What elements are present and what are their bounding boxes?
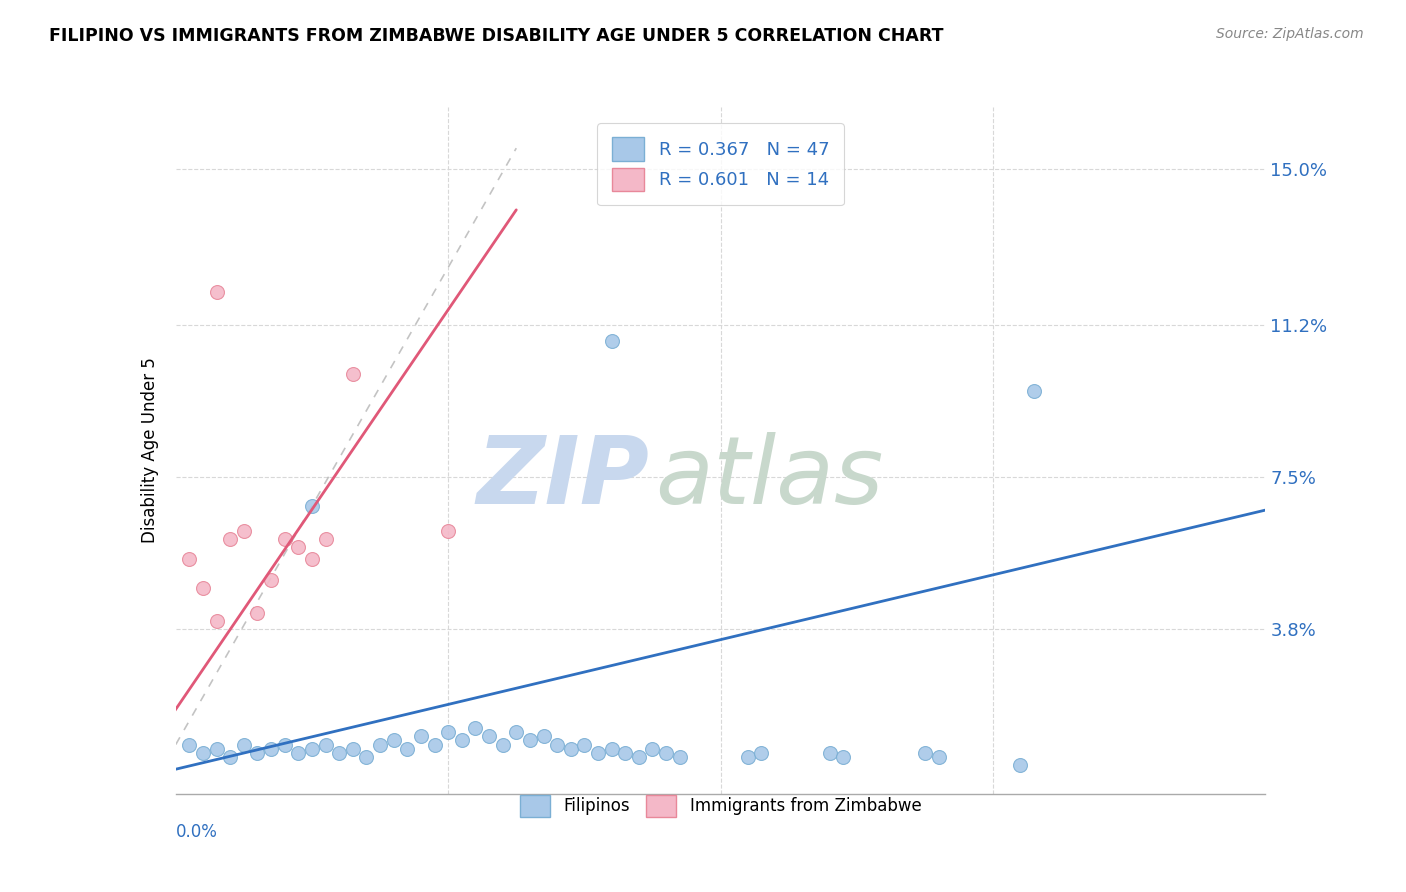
Point	[205, 614, 228, 628]
Point	[560, 741, 582, 756]
Point	[260, 741, 283, 756]
Point	[287, 540, 309, 554]
Point	[301, 499, 323, 513]
Point	[478, 729, 501, 743]
Point	[219, 750, 242, 764]
Point	[832, 750, 855, 764]
Point	[356, 750, 378, 764]
Point	[928, 750, 950, 764]
Point	[600, 334, 623, 349]
Point	[614, 746, 637, 760]
Point	[246, 606, 269, 620]
Point	[301, 552, 323, 566]
Point	[368, 738, 391, 752]
Point	[437, 524, 460, 538]
Point	[342, 368, 364, 382]
Point	[655, 746, 678, 760]
Point	[423, 738, 446, 752]
Point	[191, 746, 214, 760]
Point	[179, 738, 201, 752]
Text: ZIP: ZIP	[477, 432, 650, 524]
Text: 0.0%: 0.0%	[176, 822, 218, 841]
Point	[627, 750, 650, 764]
Point	[409, 729, 432, 743]
Point	[179, 552, 201, 566]
Point	[287, 746, 309, 760]
Point	[232, 524, 254, 538]
Y-axis label: Disability Age Under 5: Disability Age Under 5	[141, 358, 159, 543]
Text: FILIPINO VS IMMIGRANTS FROM ZIMBABWE DISABILITY AGE UNDER 5 CORRELATION CHART: FILIPINO VS IMMIGRANTS FROM ZIMBABWE DIS…	[49, 27, 943, 45]
Point	[274, 738, 297, 752]
Point	[191, 581, 214, 595]
Point	[533, 729, 555, 743]
Point	[342, 741, 364, 756]
Point	[1022, 384, 1045, 398]
Point	[219, 532, 242, 546]
Point	[205, 285, 228, 299]
Text: atlas: atlas	[655, 433, 883, 524]
Point	[519, 733, 541, 747]
Point	[505, 725, 527, 739]
Point	[546, 738, 568, 752]
Point	[464, 721, 486, 735]
Point	[668, 750, 690, 764]
Point	[737, 750, 759, 764]
Point	[914, 746, 936, 760]
Point	[586, 746, 609, 760]
Point	[246, 746, 269, 760]
Point	[205, 741, 228, 756]
Point	[818, 746, 841, 760]
Point	[641, 741, 664, 756]
Legend: Filipinos, Immigrants from Zimbabwe: Filipinos, Immigrants from Zimbabwe	[513, 789, 928, 823]
Point	[751, 746, 773, 760]
Point	[274, 532, 297, 546]
Point	[382, 733, 405, 747]
Point	[232, 738, 254, 752]
Point	[600, 741, 623, 756]
Point	[1010, 758, 1032, 772]
Point	[437, 725, 460, 739]
Point	[315, 532, 337, 546]
Point	[315, 738, 337, 752]
Text: Source: ZipAtlas.com: Source: ZipAtlas.com	[1216, 27, 1364, 41]
Point	[260, 573, 283, 587]
Point	[396, 741, 419, 756]
Point	[574, 738, 596, 752]
Point	[301, 741, 323, 756]
Point	[328, 746, 350, 760]
Point	[492, 738, 515, 752]
Point	[450, 733, 472, 747]
